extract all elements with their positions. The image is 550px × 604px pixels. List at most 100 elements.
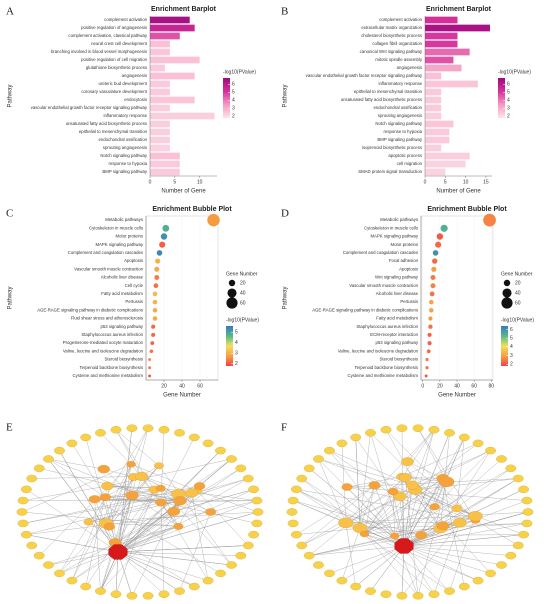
network-node	[296, 474, 308, 483]
y-axis-label: Pathway	[8, 286, 14, 309]
bubble	[424, 374, 428, 378]
y-tick-label: inflammatory response	[379, 81, 423, 86]
network-edge	[364, 429, 435, 535]
network-edge	[94, 499, 101, 592]
y-tick-label: cell migration	[397, 161, 423, 166]
bubble	[427, 332, 432, 337]
network-node	[522, 508, 534, 516]
bubble	[152, 308, 158, 313]
bar	[425, 72, 442, 80]
network-node	[405, 480, 419, 490]
y-tick-label: coronary vasculature development	[81, 89, 147, 94]
chart-title: Enrichment Bubble Plot	[427, 206, 507, 213]
network-node	[251, 496, 263, 505]
x-tick-label: 40	[454, 383, 460, 389]
network-edge	[106, 476, 134, 524]
network-node	[66, 439, 78, 448]
network-node	[248, 530, 260, 539]
network-node	[242, 541, 254, 550]
colorbar-tick-label: 4	[510, 344, 513, 350]
network-node	[389, 532, 400, 540]
network-node	[485, 569, 496, 578]
network-edge	[48, 458, 104, 470]
network-edge	[359, 527, 435, 595]
network-edge	[309, 545, 405, 556]
network-edge	[385, 429, 476, 521]
network-node	[336, 439, 348, 448]
y-tick-label: Notch signaling pathway	[375, 121, 422, 126]
network-node	[83, 518, 94, 526]
x-tick-label: 5	[444, 179, 447, 185]
panel-label: C	[6, 208, 13, 220]
network-edge	[403, 478, 443, 547]
network-node	[412, 424, 424, 432]
network-edge	[364, 506, 435, 535]
y-tick-label: Pertussis	[400, 299, 418, 304]
y-tick-label: Steroid biosynthesis	[380, 357, 418, 362]
network-node	[95, 429, 106, 437]
network-node	[324, 446, 335, 455]
colorbar-title: -log10(PValue)	[498, 69, 531, 75]
colorbar-tick-label: 2	[507, 114, 510, 120]
network-node	[155, 484, 166, 492]
network-edge	[364, 496, 400, 535]
y-axis-label: Pathway	[283, 286, 289, 309]
network-edge	[48, 458, 106, 498]
x-tick-label: 10	[463, 179, 469, 185]
y-tick-label: ureteric bud development	[99, 81, 148, 86]
colorbar-tick-label: 2	[510, 362, 513, 368]
y-tick-label: angiogenesis	[397, 65, 422, 70]
network-edge	[415, 489, 476, 521]
network-edge	[94, 499, 221, 574]
y-tick-label: MAPK signaling pathway	[95, 242, 143, 247]
bubble	[207, 213, 220, 227]
network-node	[458, 582, 470, 591]
size-legend-dot	[228, 279, 236, 287]
y-tick-label: vascular endothelial growth factor recep…	[306, 73, 423, 78]
network-edge	[403, 432, 450, 547]
y-tick-label: neural crest cell development	[91, 41, 148, 46]
network-node	[134, 471, 149, 481]
bubble	[159, 241, 166, 248]
network-node	[428, 590, 440, 598]
network-edge	[26, 511, 211, 535]
y-tick-label: sprouting angiogenesis	[103, 145, 147, 150]
colorbar-tick-label: 4	[507, 98, 510, 104]
network-edge	[59, 450, 119, 553]
network-edge	[117, 551, 180, 592]
bar	[150, 56, 200, 64]
network-edge	[197, 490, 259, 513]
size-legend-dot	[226, 297, 238, 309]
network-edge	[293, 500, 422, 536]
network-edge	[403, 545, 511, 556]
size-legend-label: 40	[515, 290, 521, 296]
network-edge	[364, 528, 441, 535]
network-edge	[364, 489, 416, 535]
network-edge	[403, 545, 519, 547]
size-legend-dot	[227, 288, 237, 298]
colorbar-tick-label: 4	[235, 340, 238, 346]
network-node	[110, 426, 122, 434]
network-edge	[160, 437, 195, 503]
network-edge	[117, 511, 174, 553]
network-edge	[329, 450, 441, 529]
network-edge	[403, 545, 491, 574]
y-tick-label: Valine, leucine and isoleucine degradati…	[338, 348, 419, 353]
bubble	[160, 233, 168, 240]
y-tick-label: Progesterone-mediated oocyte maturation	[63, 340, 144, 345]
network	[16, 424, 264, 600]
size-legend-label: 20	[515, 280, 521, 286]
network-edge	[23, 485, 200, 524]
network-node	[505, 464, 517, 473]
network-node	[303, 551, 315, 560]
size-legend-dot	[503, 279, 511, 287]
bar	[150, 128, 170, 136]
network-edge	[449, 516, 476, 592]
network-node	[235, 551, 247, 560]
network-edge	[115, 429, 160, 466]
bar	[150, 160, 180, 168]
bar	[425, 104, 442, 112]
x-axis-label: Number of Gene	[161, 189, 206, 195]
y-tick-label: complement activation, classical pathway	[68, 33, 147, 38]
bar	[425, 128, 450, 136]
